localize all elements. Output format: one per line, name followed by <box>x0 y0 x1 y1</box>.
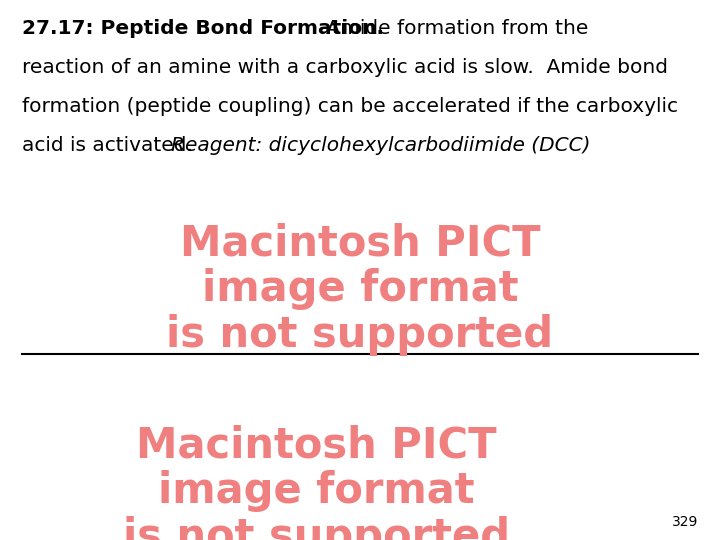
Text: is not supported: is not supported <box>166 314 554 356</box>
Text: Macintosh PICT: Macintosh PICT <box>180 222 540 264</box>
Text: acid is activated.: acid is activated. <box>22 136 205 154</box>
Text: image format: image format <box>202 268 518 310</box>
Text: Amide formation from the: Amide formation from the <box>320 19 589 38</box>
Text: is not supported: is not supported <box>123 516 510 540</box>
Text: reaction of an amine with a carboxylic acid is slow.  Amide bond: reaction of an amine with a carboxylic a… <box>22 58 667 77</box>
Text: Reagent: dicyclohexylcarbodiimide (DCC): Reagent: dicyclohexylcarbodiimide (DCC) <box>171 136 591 154</box>
Text: formation (peptide coupling) can be accelerated if the carboxylic: formation (peptide coupling) can be acce… <box>22 97 678 116</box>
Text: 27.17: Peptide Bond Formation.: 27.17: Peptide Bond Formation. <box>22 19 384 38</box>
Text: image format: image format <box>158 470 475 512</box>
Text: Macintosh PICT: Macintosh PICT <box>137 424 497 467</box>
Text: 329: 329 <box>672 515 698 529</box>
